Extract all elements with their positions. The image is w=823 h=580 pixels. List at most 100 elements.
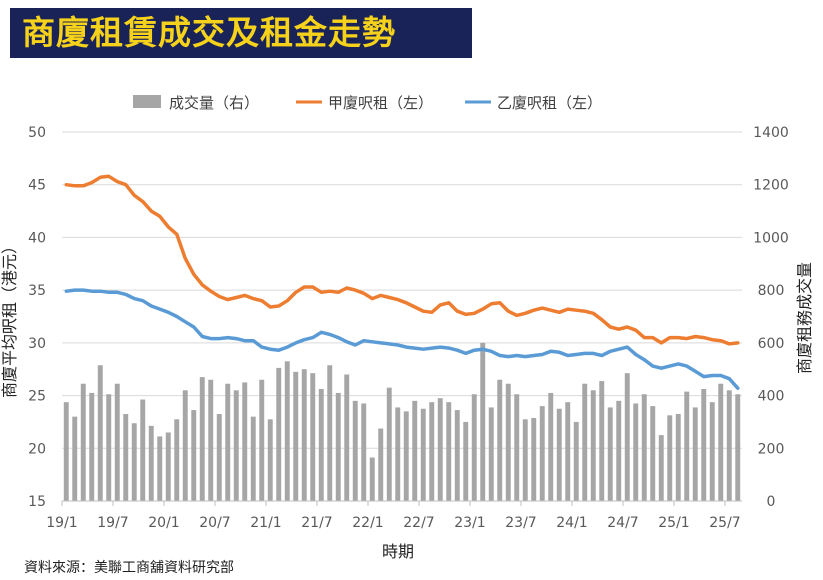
volume-bar (63, 402, 69, 501)
volume-bar (718, 383, 724, 501)
volume-bar (310, 373, 316, 501)
volume-bar (335, 392, 341, 501)
volume-bars (63, 342, 741, 501)
volume-bar (191, 410, 197, 501)
volume-bar (497, 379, 503, 501)
volume-bar (667, 415, 673, 501)
x-tick-label: 24/7 (607, 515, 638, 531)
volume-bar (259, 379, 265, 501)
left-tick-label: 40 (28, 230, 46, 246)
right-tick-label: 200 (758, 441, 785, 457)
left-tick-label: 50 (28, 125, 46, 141)
source-note: 資料來源：美聯工商舖資料研究部 (24, 560, 234, 576)
volume-bar (582, 383, 588, 501)
volume-bar (344, 374, 350, 501)
volume-bar (174, 419, 180, 501)
left-tick-label: 45 (28, 178, 46, 194)
volume-bar (369, 457, 375, 501)
legend: 成交量（右） 甲廈呎租（左） 乙廈呎租（左） (133, 94, 602, 112)
volume-bar (522, 419, 528, 501)
volume-bar (735, 394, 741, 501)
volume-bar (106, 394, 112, 501)
left-axis-title: 商廈平均呎租（港元） (0, 238, 19, 398)
volume-bar (199, 377, 205, 501)
volume-bar (446, 402, 452, 501)
volume-bar (327, 365, 333, 501)
volume-bar (701, 388, 707, 501)
x-tick-label: 25/7 (709, 515, 740, 531)
x-tick-label: 21/7 (301, 515, 332, 531)
x-tick-label: 19/7 (97, 515, 128, 531)
volume-bar (225, 383, 231, 501)
volume-bar (148, 425, 154, 501)
volume-bar (131, 423, 137, 501)
right-tick-label: 800 (758, 283, 785, 299)
volume-bar (556, 408, 562, 501)
volume-bar (565, 402, 571, 501)
volume-bar (293, 371, 299, 501)
volume-bar (531, 417, 537, 501)
volume-bar (318, 388, 324, 501)
x-axis-title: 時期 (382, 542, 414, 561)
volume-bar (641, 394, 647, 501)
volume-bar (123, 414, 129, 501)
volume-bar (616, 400, 622, 501)
volume-bar (182, 390, 188, 501)
volume-bar (633, 403, 639, 501)
volume-bar (140, 399, 146, 501)
volume-bar (420, 408, 426, 501)
left-tick-label: 30 (28, 336, 46, 352)
volume-bar (361, 403, 367, 501)
volume-bar (301, 369, 307, 501)
volume-bar (97, 365, 103, 501)
volume-bar (488, 407, 494, 501)
x-tick-label: 20/7 (199, 515, 230, 531)
chart-title: 商廈租賃成交及租金走勢 (22, 13, 396, 52)
volume-bar (284, 361, 290, 501)
volume-bar (548, 392, 554, 501)
volume-bar (709, 402, 715, 501)
volume-bar (157, 436, 163, 501)
volume-bar (658, 435, 664, 501)
volume-bar (216, 414, 222, 501)
volume-bar (165, 432, 171, 501)
volume-bar (412, 400, 418, 501)
volume-bar (471, 394, 477, 501)
volume-bar (80, 383, 86, 501)
right-tick-label: 400 (758, 389, 785, 405)
volume-bar (276, 367, 282, 501)
volume-bar (692, 407, 698, 501)
volume-bar (463, 421, 469, 501)
rent-lines (64, 174, 740, 390)
volume-bar (684, 391, 690, 501)
volume-bar (514, 394, 520, 501)
volume-bar (505, 383, 511, 501)
x-tick-label: 21/1 (250, 515, 281, 531)
legend-grade-b-label: 乙廈呎租（左） (497, 94, 602, 112)
title-banner: 商廈租賃成交及租金走勢 (10, 8, 472, 58)
x-tick-label: 25/1 (658, 515, 689, 531)
volume-bar (378, 428, 384, 501)
right-tick-label: 1000 (753, 230, 789, 246)
volume-bar (429, 402, 435, 501)
volume-bar (250, 416, 256, 501)
grid-layer (62, 131, 742, 502)
volume-bar (114, 383, 120, 501)
volume-bar (89, 392, 95, 501)
left-tick-label: 20 (28, 441, 46, 457)
legend-volume-swatch (133, 95, 161, 108)
right-tick-label: 1400 (753, 125, 789, 141)
x-tick-label: 20/1 (148, 515, 179, 531)
volume-bar (233, 390, 239, 501)
volume-bar (208, 379, 214, 501)
right-tick-label: 600 (758, 336, 785, 352)
right-tick-label: 0 (767, 494, 776, 510)
volume-bar (267, 419, 273, 501)
volume-bar (403, 411, 409, 501)
left-tick-label: 35 (28, 283, 46, 299)
volume-bar (599, 381, 605, 501)
volume-bar (539, 406, 545, 501)
volume-bar (650, 406, 656, 501)
left-tick-label: 25 (28, 389, 46, 405)
